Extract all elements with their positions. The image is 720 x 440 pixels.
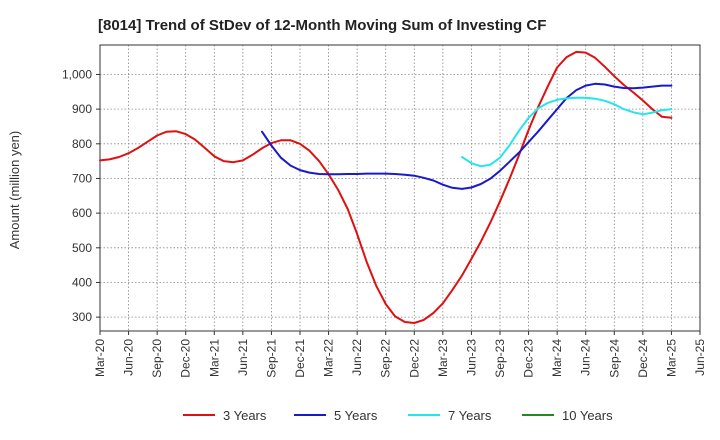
x-tick-label: Sep-22 <box>379 339 393 378</box>
x-tick-label: Mar-20 <box>93 339 107 377</box>
x-tick-label: Mar-25 <box>664 339 678 377</box>
x-tick-label: Dec-23 <box>522 339 536 378</box>
series-line-5-years <box>261 82 673 190</box>
x-tick-label: Mar-21 <box>207 339 221 377</box>
x-tick-label: Jun-25 <box>693 339 707 376</box>
legend-label-7-years: 7 Years <box>448 408 492 423</box>
y-tick-label: 500 <box>72 241 92 255</box>
x-tick-label: Sep-24 <box>607 339 621 378</box>
x-tick-label: Jun-23 <box>464 339 478 376</box>
x-tick-label: Sep-20 <box>150 339 164 378</box>
y-axis-label: Amount (million yen) <box>7 131 22 250</box>
legend-label-10-years: 10 Years <box>562 408 613 423</box>
x-tick-label: Dec-22 <box>407 339 421 378</box>
legend-label-3-years: 3 Years <box>223 408 267 423</box>
x-tick-label: Dec-24 <box>636 339 650 378</box>
y-tick-label: 300 <box>72 310 92 324</box>
x-tick-label: Jun-21 <box>236 339 250 376</box>
series-line-3-years <box>99 50 673 324</box>
y-tick-label: 700 <box>72 171 92 185</box>
x-tick-label: Mar-23 <box>436 339 450 377</box>
x-axis-ticks: Mar-20 Jun-20 Sep-20 Dec-20 Mar-21 Jun-21 Sep-… <box>93 331 707 378</box>
x-tick-label: Mar-24 <box>550 339 564 377</box>
grid-lines <box>100 45 700 331</box>
series-lines <box>99 50 673 324</box>
y-tick-label: 600 <box>72 206 92 220</box>
x-tick-label: Sep-23 <box>493 339 507 378</box>
x-tick-label: Dec-20 <box>179 339 193 378</box>
y-tick-label: 1,000 <box>62 67 92 81</box>
series-line-7-years <box>461 96 673 168</box>
legend: 3 Years 5 Years 7 Years 10 Years <box>183 408 613 423</box>
chart-title: [8014] Trend of StDev of 12-Month Moving… <box>98 17 546 34</box>
legend-label-5-years: 5 Years <box>334 408 378 423</box>
x-tick-label: Mar-22 <box>322 339 336 377</box>
x-tick-label: Sep-21 <box>264 339 278 378</box>
x-tick-label: Jun-20 <box>122 339 136 376</box>
plot-area-frame <box>99 44 701 332</box>
x-tick-label: Jun-22 <box>350 339 364 376</box>
x-tick-label: Jun-24 <box>579 339 593 376</box>
x-tick-label: Dec-21 <box>293 339 307 378</box>
y-tick-label: 900 <box>72 102 92 116</box>
y-tick-label: 400 <box>72 275 92 289</box>
y-axis-ticks: 300 400 500 600 700 800 900 1,000 <box>62 67 100 324</box>
y-tick-label: 800 <box>72 137 92 151</box>
